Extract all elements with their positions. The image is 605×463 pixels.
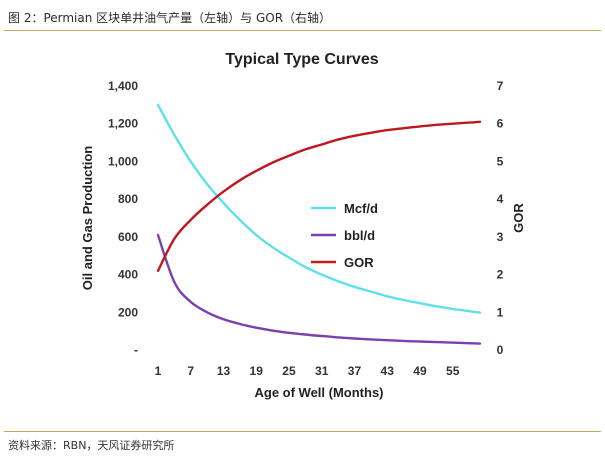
y-tick-label: 800 [118, 192, 138, 206]
legend-label-gor: GOR [344, 255, 374, 270]
caption-divider [4, 30, 601, 31]
y2-axis-ticks: 0 1 2 3 4 5 6 7 [497, 79, 504, 357]
y2-axis-title: GOR [511, 203, 526, 233]
x-tick-label: 25 [282, 364, 296, 378]
x-tick-label: 7 [187, 364, 194, 378]
y-tick-label: 1,200 [108, 117, 138, 131]
series-line-mcf-d [156, 103, 482, 314]
y2-tick-label: 6 [497, 117, 504, 131]
y-tick-label: 1,400 [108, 79, 138, 93]
y2-tick-label: 7 [497, 79, 504, 93]
y2-tick-label: 2 [497, 268, 504, 282]
x-tick-label: 13 [217, 364, 231, 378]
x-tick-label: 1 [155, 364, 162, 378]
x-tick-label: 31 [315, 364, 329, 378]
x-tick-label: 19 [250, 364, 264, 378]
y-axis-title: Oil and Gas Production [80, 146, 95, 291]
legend: Mcf/d bbl/d GOR [311, 201, 378, 270]
x-tick-label: 43 [381, 364, 395, 378]
series-line-gor [156, 120, 482, 272]
legend-label-bbl-d: bbl/d [344, 228, 375, 243]
x-axis-ticks: 1 7 13 19 25 31 37 43 49 55 [155, 364, 460, 378]
y-axis-ticks: - 200 400 600 800 1,000 1,200 1,400 [108, 79, 138, 357]
source-divider [4, 431, 601, 432]
x-tick-label: 49 [413, 364, 427, 378]
x-tick-label: 37 [348, 364, 362, 378]
y2-tick-label: 4 [497, 192, 504, 206]
figure-caption: 图 2：Permian 区块单井油气产量（左轴）与 GOR（右轴） [8, 11, 332, 25]
x-tick-label: 55 [446, 364, 460, 378]
y2-tick-label: 1 [497, 305, 504, 319]
y2-tick-label: 3 [497, 230, 504, 244]
y2-tick-label: 0 [497, 343, 504, 357]
y2-tick-label: 5 [497, 154, 504, 168]
legend-label-mcf-d: Mcf/d [344, 201, 378, 216]
y-tick-label: 600 [118, 230, 138, 244]
y-tick-label: 200 [118, 305, 138, 319]
source-note: 资料来源：RBN，天风证券研究所 [8, 439, 175, 452]
y-tick-label: 1,000 [108, 154, 138, 168]
series-line-bbl-d [156, 233, 482, 345]
y-tick-label: - [134, 343, 138, 357]
series-lines [156, 103, 482, 345]
x-axis-title: Age of Well (Months) [254, 385, 383, 400]
y-tick-label: 400 [118, 268, 138, 282]
chart-title: Typical Type Curves [225, 51, 378, 68]
